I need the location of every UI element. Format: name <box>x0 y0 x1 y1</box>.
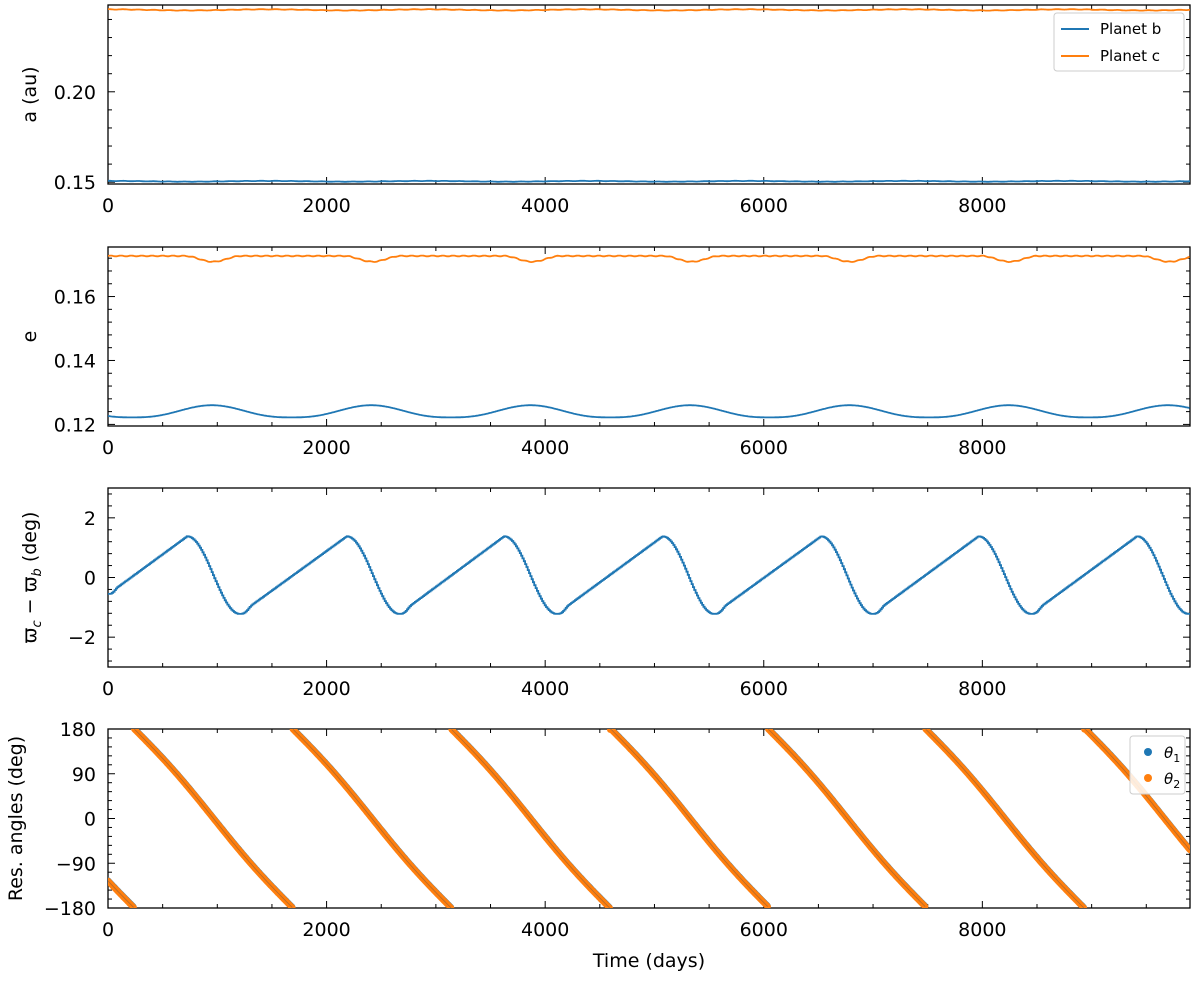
x-tick-label: 2000 <box>302 919 350 941</box>
x-tick-label: 6000 <box>740 195 788 217</box>
x-tick-label: 6000 <box>740 678 788 700</box>
x-tick-label: 2000 <box>302 195 350 217</box>
y-axis-label: e <box>19 331 41 343</box>
series-group <box>108 8 1190 183</box>
ylabel-minus: − <box>19 592 41 620</box>
y-tick-label: 0.14 <box>54 350 96 372</box>
x-axis-label: Time (days) <box>592 950 705 972</box>
series-group <box>108 729 1190 908</box>
x-tick-label: 2000 <box>302 678 350 700</box>
y-axis-label: ϖc − ϖb (deg) <box>19 512 45 644</box>
axes-frame <box>107 487 1191 668</box>
y-tick-label: 180 <box>60 719 96 741</box>
x-tick-label: 4000 <box>521 678 569 700</box>
y-tick-label: 0 <box>84 809 96 831</box>
legend-label-planet-c: Planet c <box>1100 47 1160 65</box>
x-tick-label: 8000 <box>958 678 1006 700</box>
x-tick-label: 6000 <box>740 919 788 941</box>
y-tick-label: −90 <box>56 853 96 875</box>
theta2-points <box>108 729 1190 908</box>
x-tick-label: 0 <box>102 195 114 217</box>
legend-theta-symbol: θ <box>1164 744 1173 762</box>
x-tick-label: 0 <box>102 437 114 459</box>
x-tick-label: 4000 <box>521 195 569 217</box>
y-tick-label: −2 <box>68 627 96 649</box>
axes-frame <box>107 246 1191 427</box>
y-tick-label: 0 <box>84 568 96 590</box>
x-tick-label: 8000 <box>958 437 1006 459</box>
legend-label-theta2: θ2 <box>1164 770 1180 791</box>
legend-marker-theta1 <box>1144 748 1152 756</box>
panel-resonant-angles: 0 2000 4000 6000 8000 −180 −90 0 90 180 Res. angle… <box>5 719 1191 941</box>
panel-eccentricity: 0 2000 4000 6000 8000 0.12 0.14 0.16 e <box>19 246 1191 459</box>
axes-frame <box>107 728 1191 909</box>
planet-b-line <box>108 404 1190 419</box>
planet-c-line <box>108 254 1190 264</box>
y-axis-label: Res. angles (deg) <box>5 736 27 901</box>
planet-c-line <box>108 8 1190 12</box>
legend: Planet b Planet c <box>1053 12 1185 72</box>
legend-label-planet-b: Planet b <box>1100 20 1161 38</box>
ylabel-symbol-b: ϖ <box>19 576 41 592</box>
ylabel-symbol-c: ϖ <box>19 627 41 643</box>
x-tick-label: 0 <box>102 678 114 700</box>
y-tick-label: 0.12 <box>54 414 96 436</box>
legend-marker-theta2 <box>1144 774 1152 782</box>
y-tick-label: 2 <box>84 508 96 530</box>
x-tick-label: 6000 <box>740 437 788 459</box>
legend-box <box>1129 735 1186 795</box>
axes-frame <box>107 4 1191 185</box>
y-tick-label: −180 <box>44 898 96 920</box>
resonant-angle-core-line <box>108 729 1190 908</box>
legend-theta-subscript: 2 <box>1173 778 1180 791</box>
series-group <box>108 535 1190 615</box>
y-tick-label: 90 <box>72 764 96 786</box>
x-tick-label: 8000 <box>958 195 1006 217</box>
apsidal-difference-line <box>108 535 1190 615</box>
y-axis-label: a (au) <box>19 66 41 122</box>
y-tick-label: 0.20 <box>54 82 96 104</box>
planet-b-line <box>108 179 1190 183</box>
ylabel-sub-c: c <box>30 620 45 627</box>
series-group <box>108 254 1190 419</box>
x-tick-label: 0 <box>102 919 114 941</box>
ylabel-unit: (deg) <box>19 512 41 569</box>
legend-theta-symbol: θ <box>1164 770 1173 788</box>
ylabel-sub-b: b <box>30 568 45 576</box>
x-tick-label: 4000 <box>521 437 569 459</box>
x-tick-label: 2000 <box>302 437 350 459</box>
legend-label-theta1: θ1 <box>1164 744 1180 765</box>
legend-theta-subscript: 1 <box>1173 752 1180 765</box>
x-tick-label: 4000 <box>521 919 569 941</box>
x-tick-label: 8000 <box>958 919 1006 941</box>
y-tick-label: 0.16 <box>54 287 96 309</box>
y-tick-label: 0.15 <box>54 172 96 194</box>
